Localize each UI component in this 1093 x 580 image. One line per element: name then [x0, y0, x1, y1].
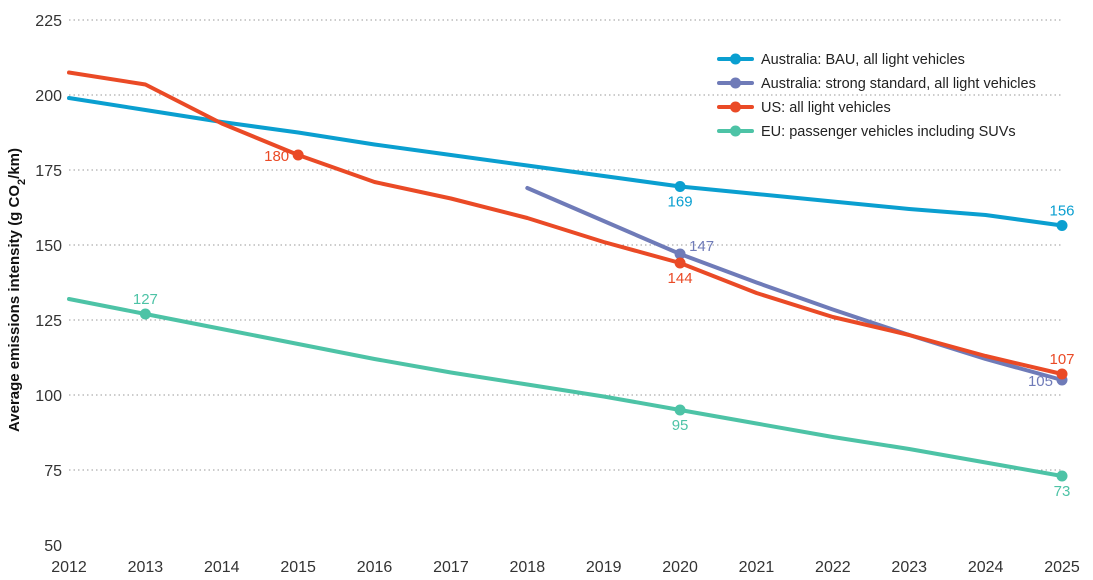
x-tick-label-2022: 2022: [815, 559, 851, 576]
series-line-australia-strong-standard-all-light-vehicles: [525, 186, 1064, 382]
x-tick-label-2018: 2018: [510, 559, 546, 576]
data-label-us-all-light-vehicles-2025: 107: [1049, 351, 1074, 368]
legend-label-australia-strong-standard-all-light-vehicles: Australia: strong standard, all light ve…: [761, 76, 1036, 92]
x-tick-label-2012: 2012: [51, 559, 87, 576]
x-tick-label-2016: 2016: [357, 559, 393, 576]
y-tick-label-100: 100: [35, 388, 62, 405]
data-label-eu-passenger-vehicles-including-suvs-2013: 127: [133, 291, 158, 308]
x-tick-label-2025: 2025: [1044, 559, 1080, 576]
legend-swatch-dot-eu-passenger-vehicles-including-suvs: [730, 125, 741, 137]
legend-swatch-dot-us-all-light-vehicles: [730, 101, 741, 113]
series-line-australia-bau-all-light-vehicles: [67, 96, 1064, 228]
data-label-australia-strong-standard-all-light-vehicles-2020: 147: [689, 238, 714, 255]
data-label-eu-passenger-vehicles-including-suvs-2020: 95: [672, 417, 689, 434]
x-tick-label-2014: 2014: [204, 559, 240, 576]
data-label-us-all-light-vehicles-2020: 144: [668, 270, 693, 287]
legend-label-us-all-light-vehicles: US: all light vehicles: [761, 100, 891, 116]
marker-eu-passenger-vehicles-including-suvs-2013: [139, 308, 151, 320]
data-label-australia-strong-standard-all-light-vehicles-2025: 105: [1028, 373, 1053, 390]
y-tick-label-150: 150: [35, 238, 62, 255]
marker-australia-bau-all-light-vehicles-2020: [674, 181, 686, 192]
data-markers: [139, 149, 1068, 482]
marker-us-all-light-vehicles-2020: [674, 257, 686, 269]
data-labels: 169 156 147 105 180 144 107 127 95 73: [133, 148, 1075, 500]
y-tick-label-50: 50: [44, 538, 62, 555]
x-tick-label-2015: 2015: [280, 559, 316, 576]
data-label-australia-bau-all-light-vehicles-2025: 156: [1049, 203, 1074, 220]
y-axis-ticks: 50 75 100 125 150 175 200 225: [35, 13, 62, 555]
x-tick-label-2023: 2023: [891, 559, 927, 576]
x-tick-label-2019: 2019: [586, 559, 622, 576]
data-label-australia-bau-all-light-vehicles-2020: 169: [668, 194, 693, 211]
marker-eu-passenger-vehicles-including-suvs-2020: [674, 404, 686, 416]
y-tick-label-200: 200: [35, 88, 62, 105]
data-label-eu-passenger-vehicles-including-suvs-2025: 73: [1054, 483, 1071, 500]
series-lines: [67, 70, 1064, 478]
legend-label-eu-passenger-vehicles-including-suvs: EU: passenger vehicles including SUVs: [761, 124, 1016, 140]
y-tick-label-225: 225: [35, 13, 62, 30]
y-tick-label-75: 75: [44, 463, 62, 480]
x-tick-label-2017: 2017: [433, 559, 469, 576]
marker-australia-bau-all-light-vehicles-2025: [1056, 220, 1068, 231]
legend-swatch-dot-australia-bau-all-light-vehicles: [730, 53, 741, 65]
series-line-eu-passenger-vehicles-including-suvs: [67, 297, 1064, 478]
y-axis-title: Average emissions intensity (g CO2/km): [6, 148, 28, 432]
legend-swatch-dot-australia-strong-standard-all-light-vehicles: [730, 77, 741, 89]
marker-us-all-light-vehicles-2025: [1056, 368, 1068, 380]
x-tick-label-2021: 2021: [739, 559, 775, 576]
marker-us-all-light-vehicles-2015: [292, 149, 304, 161]
legend: Australia: BAU, all light vehicles Austra…: [717, 52, 1036, 140]
x-axis-ticks: 2012 2013 2014 2015 2016 2017 2018 2019 2020 2021…: [51, 559, 1080, 576]
legend-label-australia-bau-all-light-vehicles: Australia: BAU, all light vehicles: [761, 52, 965, 68]
y-tick-label-125: 125: [35, 313, 62, 330]
x-tick-label-2024: 2024: [968, 559, 1004, 576]
marker-australia-strong-standard-all-light-vehicles-2020: [674, 248, 686, 260]
x-tick-label-2013: 2013: [128, 559, 164, 576]
y-tick-label-175: 175: [35, 163, 62, 180]
data-label-us-all-light-vehicles-2015: 180: [264, 148, 289, 165]
marker-eu-passenger-vehicles-including-suvs-2025: [1056, 470, 1068, 482]
x-tick-label-2020: 2020: [662, 559, 698, 576]
series-line-us-all-light-vehicles: [67, 70, 1064, 376]
